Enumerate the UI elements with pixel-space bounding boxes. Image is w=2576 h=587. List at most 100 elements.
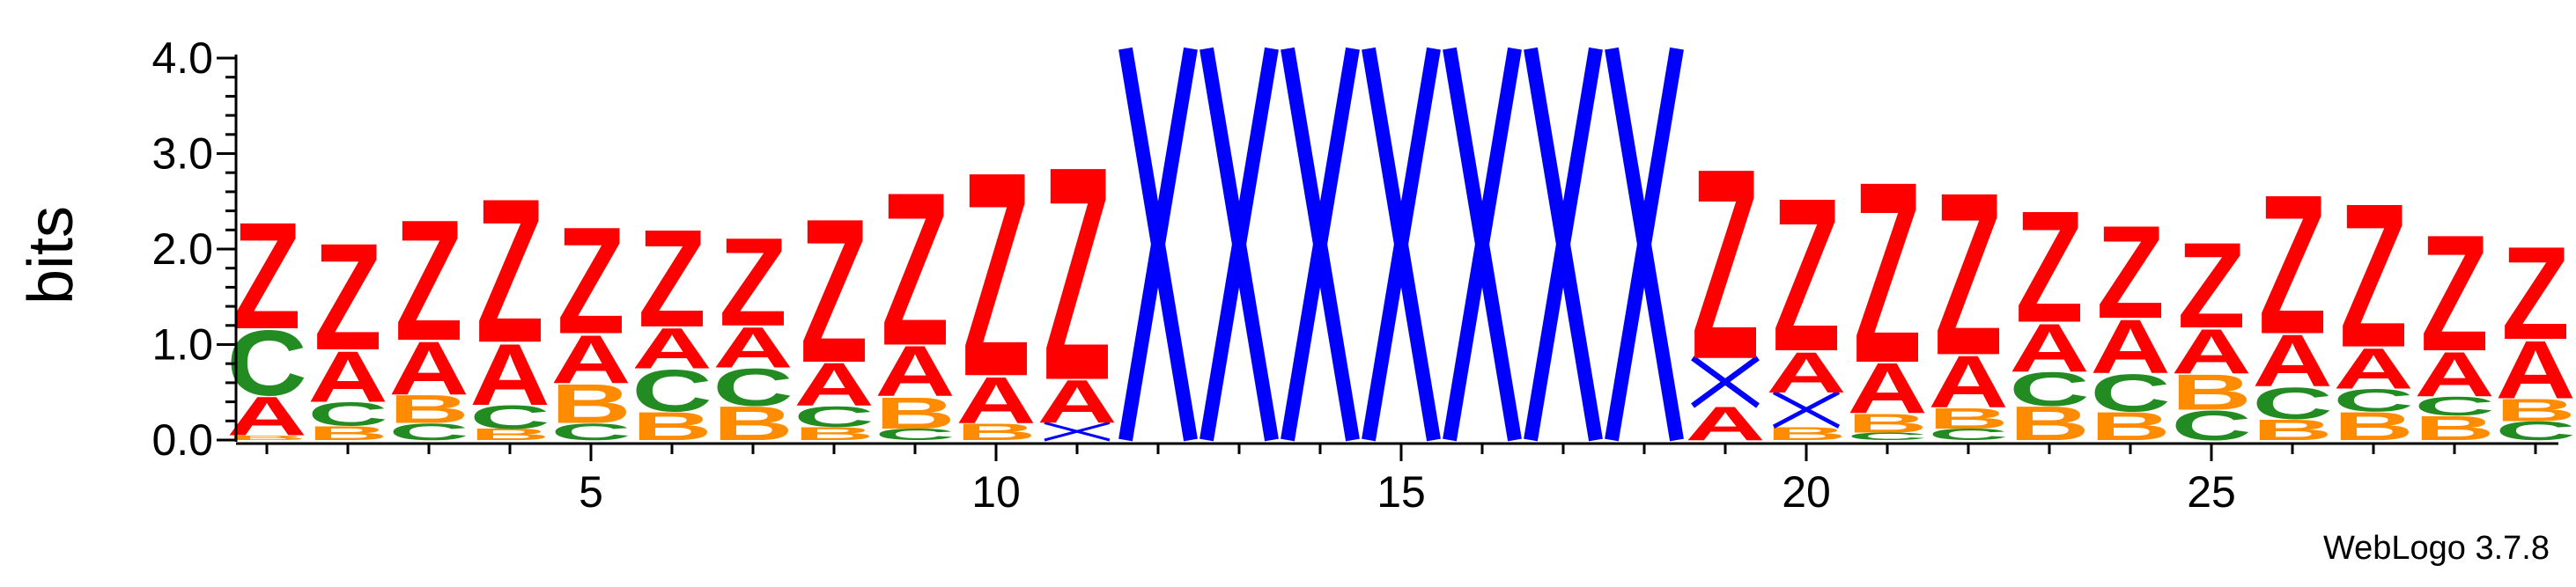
letter-C-pos-23: C — [2009, 363, 2089, 416]
letter-Z-pos-7: Z — [719, 211, 786, 352]
letter-C-pos-26: C — [2252, 378, 2332, 429]
position-11-stack: AZ — [1037, 104, 1117, 444]
letter-B-pos-25: B — [2171, 363, 2251, 420]
letter-A-pos-20: A — [1766, 341, 1846, 406]
y-tick-label: 3.0 — [151, 129, 213, 179]
letter-X-pos-16 — [1443, 47, 1522, 442]
y-tick-label: 0.0 — [151, 415, 213, 465]
position-18-stack — [1605, 47, 1684, 442]
letter-A-pos-25: A — [2171, 316, 2251, 387]
letter-B-pos-20: B — [1766, 423, 1846, 444]
x-tick-label: 15 — [1377, 467, 1426, 517]
position-16-stack — [1443, 47, 1522, 442]
letter-B-pos-26: B — [2252, 414, 2332, 446]
y-tick-label: 2.0 — [151, 224, 213, 274]
letter-X-pos-17 — [1524, 47, 1603, 442]
letter-Z-pos-27: Z — [2339, 160, 2407, 390]
letter-A-pos-10: A — [956, 363, 1036, 437]
letter-B-pos-7: B — [712, 397, 793, 451]
y-tick-label: 4.0 — [151, 33, 213, 83]
letter-X-pos-18 — [1605, 47, 1684, 442]
letter-X-pos-14 — [1281, 47, 1360, 442]
letter-B-pos-8: B — [793, 423, 874, 444]
y-axis-label: bits — [16, 206, 86, 305]
letter-B-pos-23: B — [2009, 397, 2089, 451]
letter-B-pos-28: B — [2414, 408, 2494, 447]
x-axis: 5 10 15 20 25 — [236, 442, 2558, 517]
letter-A-pos-8: A — [793, 350, 874, 418]
letter-A-pos-22: A — [1928, 341, 2008, 423]
position-20-stack: BAZ — [1766, 151, 1846, 444]
letter-Z-pos-24: Z — [2096, 199, 2164, 347]
letter-B-pos-9: B — [875, 388, 955, 438]
position-15-stack — [1362, 47, 1441, 442]
letter-A-pos-24: A — [2090, 305, 2170, 390]
letter-X-pos-20 — [1772, 390, 1841, 429]
letter-C-pos-24: C — [2090, 363, 2170, 423]
letter-A-pos-19: A — [1685, 397, 1765, 451]
letter-C-pos-21: C — [1847, 430, 1927, 442]
weblogo-version-footer: WebLogo 3.7.8 — [2323, 530, 2550, 567]
letter-B-pos-5: B — [550, 373, 631, 436]
letter-X-pos-19 — [1691, 356, 1760, 408]
letter-A-pos-27: A — [2333, 336, 2413, 401]
letter-C-pos-7: C — [712, 357, 793, 417]
letter-Z-pos-10: Z — [962, 113, 1030, 438]
letter-B-pos-3: B — [388, 387, 469, 431]
letter-A-pos-7: A — [712, 315, 793, 380]
letter-Z-pos-21: Z — [1853, 128, 1921, 417]
letter-Z-pos-19: Z — [1691, 113, 1759, 417]
x-tick-label: 10 — [971, 467, 1021, 517]
letter-C-pos-27: C — [2333, 383, 2413, 418]
letter-X-pos-12 — [1118, 47, 1198, 442]
y-tick-label: 1.0 — [151, 320, 213, 370]
letter-B-pos-6: B — [631, 405, 712, 449]
position-17-stack — [1524, 47, 1603, 442]
x-tick-label: 20 — [1782, 467, 1831, 517]
letter-A-pos-11: A — [1037, 368, 1117, 436]
letter-A-pos-23: A — [2009, 310, 2089, 386]
letter-Z-pos-5: Z — [557, 196, 624, 366]
letter-Z-pos-26: Z — [2258, 153, 2326, 376]
letter-X-pos-11 — [1044, 422, 1111, 442]
letter-B-pos-1: B — [226, 434, 306, 441]
letter-B-pos-10: B — [956, 419, 1036, 445]
letter-B-pos-2: B — [307, 422, 388, 444]
letter-Z-pos-23: Z — [2015, 179, 2083, 356]
letter-B-pos-21: B — [1847, 408, 1927, 437]
letter-B-pos-27: B — [2333, 405, 2413, 449]
letter-Z-pos-3: Z — [395, 184, 462, 377]
letter-C-pos-22: C — [1928, 426, 2008, 444]
x-tick-label: 25 — [2187, 467, 2236, 517]
letter-C-pos-3: C — [388, 419, 469, 445]
letter-A-pos-5: A — [550, 321, 631, 398]
letter-C-pos-29: C — [2495, 416, 2575, 445]
letter-A-pos-26: A — [2252, 319, 2332, 402]
letter-A-pos-28: A — [2414, 339, 2494, 410]
letter-X-pos-13 — [1199, 47, 1279, 442]
letter-A-pos-29: A — [2495, 323, 2575, 415]
x-tick-label: 5 — [579, 467, 603, 517]
letter-A-pos-3: A — [388, 326, 469, 410]
letter-B-pos-29: B — [2495, 393, 2575, 428]
letter-Z-pos-20: Z — [1772, 151, 1840, 397]
letter-A-pos-2: A — [307, 335, 388, 417]
letter-X-pos-15 — [1362, 47, 1441, 442]
letter-C-pos-2: C — [307, 396, 388, 433]
